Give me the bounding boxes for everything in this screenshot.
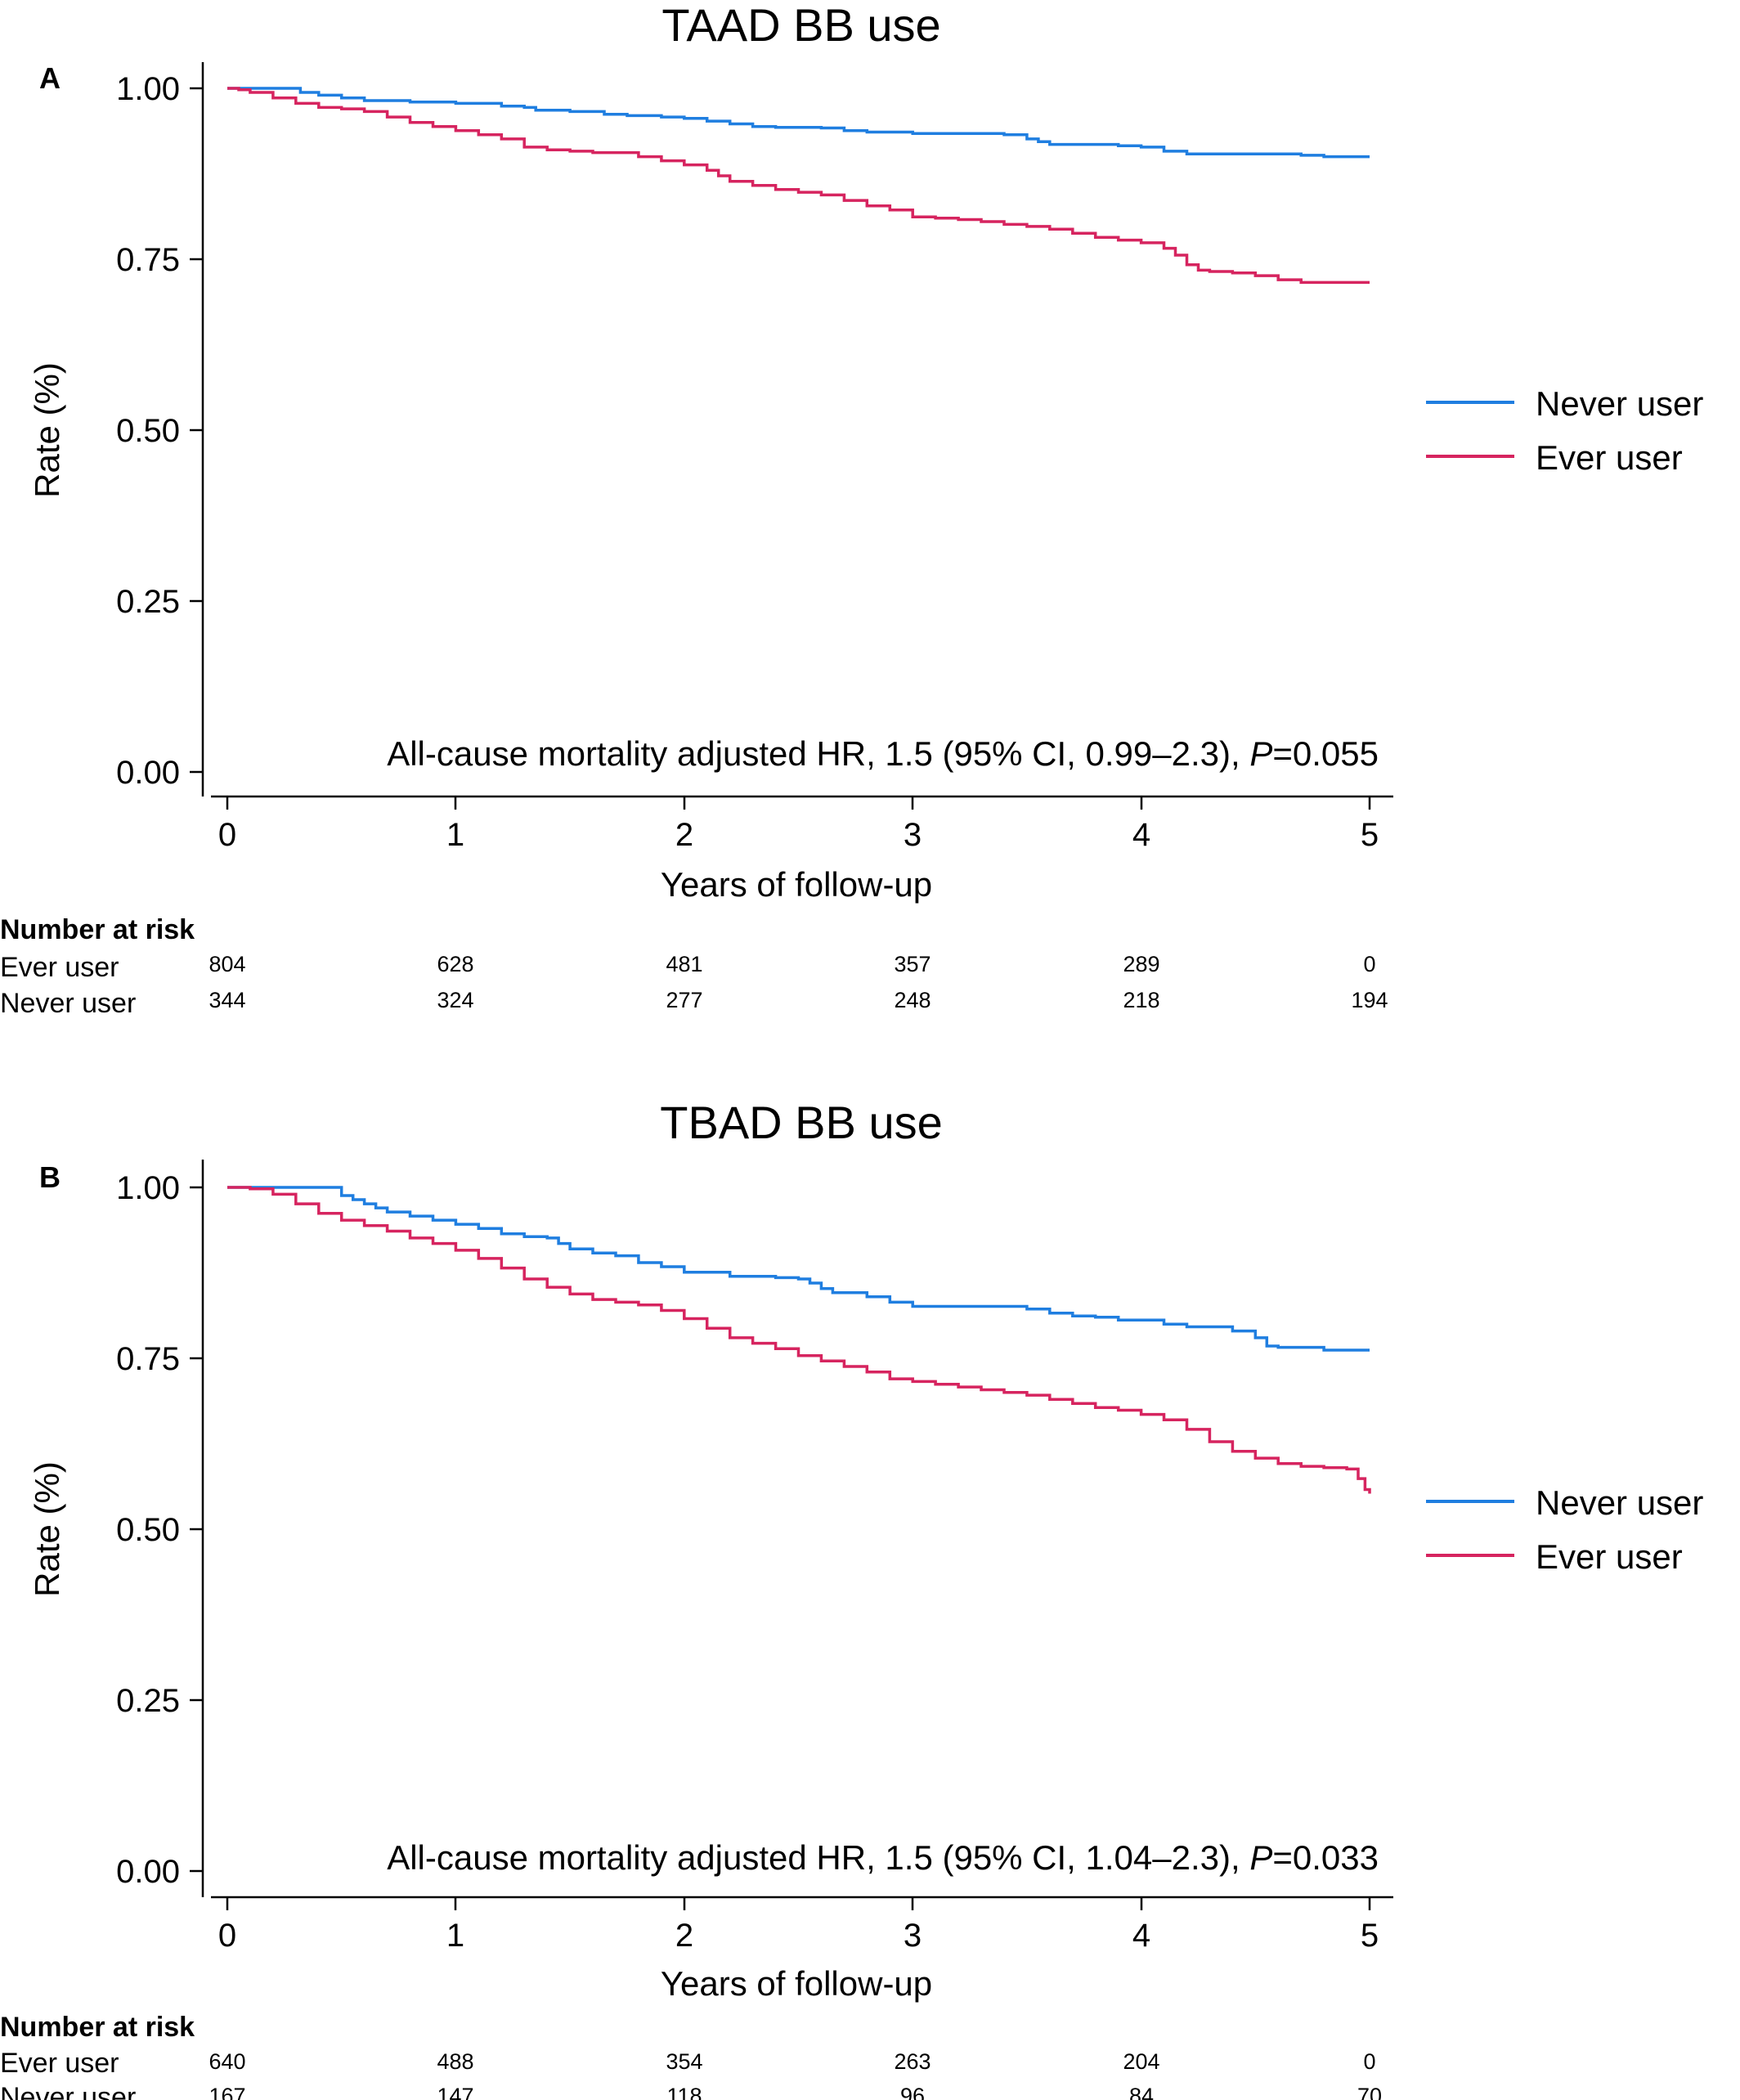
never-user-curve xyxy=(227,1186,1370,1352)
y-tick-label: 0.25 xyxy=(116,1683,180,1719)
never-user-curve xyxy=(227,87,1370,159)
risk-count: 628 xyxy=(437,952,473,976)
risk-count: 147 xyxy=(437,2084,473,2100)
risk-count: 0 xyxy=(1363,952,1375,976)
legend-ever-user-label: Ever user xyxy=(1536,438,1683,477)
x-tick-label: 2 xyxy=(675,1918,693,1954)
risk-count: 488 xyxy=(437,2049,473,2074)
risk-count: 0 xyxy=(1363,2049,1375,2074)
hr-annotation: All-cause mortality adjusted HR, 1.5 (95… xyxy=(387,734,1379,773)
p-symbol: P xyxy=(1249,734,1272,773)
risk-count: 640 xyxy=(209,2049,245,2074)
legend: Never user Ever user xyxy=(1426,1483,1703,1576)
risk-row-label: Ever user xyxy=(0,2048,119,2079)
x-ticks: 0 1 2 3 4 5 xyxy=(218,1897,1379,1954)
risk-table-header: Number at risk xyxy=(0,914,195,945)
x-tick-label: 0 xyxy=(218,817,236,853)
y-axis-label: Rate (%) xyxy=(28,362,66,498)
risk-count: 167 xyxy=(209,2084,245,2100)
number-at-risk-table: Number at risk Ever user Never user 804 … xyxy=(0,914,1388,1019)
y-tick-label: 0.75 xyxy=(116,1341,180,1377)
risk-count: 218 xyxy=(1123,988,1159,1012)
risk-count: 344 xyxy=(209,988,245,1012)
x-tick-label: 1 xyxy=(446,817,464,853)
x-axis-label: Years of follow-up xyxy=(661,1964,932,2003)
x-tick-label: 0 xyxy=(218,1918,236,1954)
risk-count: 84 xyxy=(1129,2084,1154,2100)
legend-ever-user-label: Ever user xyxy=(1536,1537,1683,1576)
chart-title: TBAD BB use xyxy=(660,1097,942,1148)
y-tick-label: 0.25 xyxy=(116,584,180,620)
legend-never-user-label: Never user xyxy=(1536,1483,1703,1522)
ever-user-curve xyxy=(227,1186,1371,1494)
risk-table-header: Number at risk xyxy=(0,2012,195,2043)
risk-count: 357 xyxy=(894,952,931,976)
risk-row-label: Ever user xyxy=(0,952,119,983)
p-symbol: P xyxy=(1249,1838,1272,1877)
y-tick-label: 1.00 xyxy=(116,71,180,107)
y-tick-label: 0.50 xyxy=(116,413,180,449)
risk-count: 118 xyxy=(666,2084,702,2100)
p-value: =0.033 xyxy=(1272,1838,1379,1877)
x-tick-label: 2 xyxy=(675,817,693,853)
risk-count: 289 xyxy=(1123,952,1159,976)
risk-count: 263 xyxy=(894,2049,931,2074)
y-ticks: 1.00 0.75 0.50 0.25 0.00 xyxy=(116,1170,203,1890)
hr-annotation-prefix: All-cause mortality adjusted HR, 1.5 (95… xyxy=(387,734,1249,773)
risk-row-label: Never user xyxy=(0,988,136,1019)
x-tick-label: 5 xyxy=(1361,817,1379,853)
risk-count: 70 xyxy=(1357,2084,1382,2100)
y-ticks: 1.00 0.75 0.50 0.25 0.00 xyxy=(116,71,203,791)
panel-a-taad: TAAD BB use A 1.00 0.75 0.50 0.25 0.00 R… xyxy=(0,0,1703,1019)
x-tick-label: 5 xyxy=(1361,1918,1379,1954)
x-axis-label: Years of follow-up xyxy=(661,865,932,904)
y-tick-label: 0.50 xyxy=(116,1512,180,1548)
y-tick-label: 0.00 xyxy=(116,755,180,791)
number-at-risk-table: Number at risk Ever user Never user 640 … xyxy=(0,2012,1382,2100)
risk-count: 96 xyxy=(900,2084,925,2100)
x-ticks: 0 1 2 3 4 5 xyxy=(218,796,1379,853)
y-tick-label: 0.00 xyxy=(116,1854,180,1890)
risk-count: 481 xyxy=(666,952,702,976)
x-tick-label: 4 xyxy=(1132,1918,1150,1954)
risk-count: 194 xyxy=(1351,988,1388,1012)
y-tick-label: 1.00 xyxy=(116,1170,180,1206)
x-tick-label: 3 xyxy=(904,817,922,853)
risk-count: 804 xyxy=(209,952,245,976)
risk-count: 248 xyxy=(894,988,931,1012)
risk-count: 354 xyxy=(666,2049,702,2074)
panel-letter: A xyxy=(39,61,61,95)
risk-count: 204 xyxy=(1123,2049,1159,2074)
panel-b-tbad: TBAD BB use B 1.00 0.75 0.50 0.25 0.00 R… xyxy=(0,1097,1703,2100)
y-axis-label: Rate (%) xyxy=(28,1461,66,1597)
hr-annotation: All-cause mortality adjusted HR, 1.5 (95… xyxy=(387,1838,1379,1877)
x-tick-label: 4 xyxy=(1132,817,1150,853)
y-tick-label: 0.75 xyxy=(116,242,180,278)
panel-letter: B xyxy=(39,1160,61,1194)
x-tick-label: 1 xyxy=(446,1918,464,1954)
risk-row-label: Never user xyxy=(0,2082,136,2100)
hr-annotation-prefix: All-cause mortality adjusted HR, 1.5 (95… xyxy=(387,1838,1249,1877)
legend-never-user-label: Never user xyxy=(1536,384,1703,423)
risk-count: 324 xyxy=(437,988,473,1012)
p-value: =0.055 xyxy=(1272,734,1379,773)
x-tick-label: 3 xyxy=(904,1918,922,1954)
legend: Never user Ever user xyxy=(1426,384,1703,477)
chart-title: TAAD BB use xyxy=(661,0,940,51)
ever-user-curve xyxy=(227,87,1370,285)
risk-count: 277 xyxy=(666,988,702,1012)
